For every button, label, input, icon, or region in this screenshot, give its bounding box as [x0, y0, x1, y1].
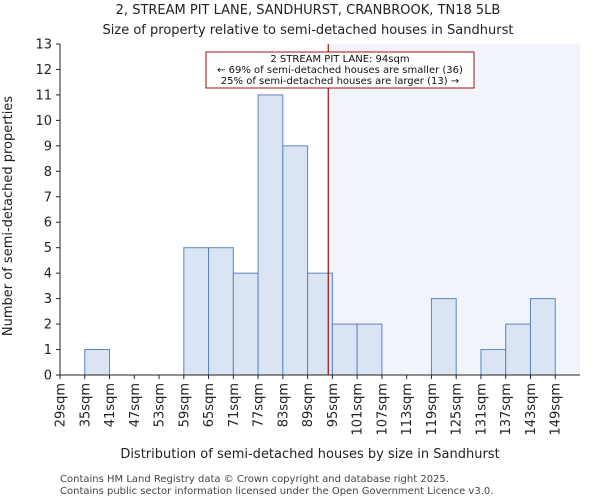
x-tick-label-107sqm: 107sqm	[375, 383, 390, 436]
bar-101sqm	[356, 323, 383, 376]
y-tick-label: 13	[35, 38, 52, 53]
y-tick-label: 7	[44, 190, 52, 205]
y-axis-label: Number of semi-detached properties	[1, 96, 16, 336]
x-tick-label-83sqm: 83sqm	[276, 383, 291, 427]
annotation-line-1: 2 STREAM PIT LANE: 94sqm	[270, 54, 409, 65]
x-tick-label-125sqm: 125sqm	[450, 383, 465, 436]
x-tick-label-41sqm: 41sqm	[103, 383, 118, 427]
x-tick-label-113sqm: 113sqm	[400, 383, 415, 436]
y-tick-label: 4	[44, 267, 52, 282]
x-tick-label-77sqm: 77sqm	[252, 383, 267, 427]
y-tick-label: 1	[44, 343, 52, 358]
x-tick-label-89sqm: 89sqm	[301, 383, 316, 427]
x-tick-label-101sqm: 101sqm	[351, 383, 366, 436]
x-tick-label-71sqm: 71sqm	[227, 383, 242, 427]
y-tick-label: 12	[35, 63, 52, 78]
x-ticks-group: 29sqm 35sqm 41sqm 47sqm 53sqm 59sqm 65sqm 71sqm…	[54, 375, 564, 436]
bar-77sqm	[257, 94, 284, 376]
y-tick-label: 8	[44, 165, 52, 180]
bar-83sqm	[282, 145, 309, 376]
bar-65sqm	[208, 247, 234, 376]
bar-35sqm	[84, 349, 111, 376]
bars-group	[84, 94, 556, 376]
x-tick-label-53sqm: 53sqm	[153, 383, 168, 427]
x-tick-label-143sqm: 143sqm	[524, 383, 539, 436]
y-tick-label: 9	[44, 139, 52, 154]
footer-line-1: Contains HM Land Registry data © Crown c…	[60, 474, 449, 485]
bar-137sqm	[505, 323, 531, 376]
x-tick-label-47sqm: 47sqm	[128, 383, 143, 427]
annotation-box: 2 STREAM PIT LANE: 94sqm ← 69% of semi-d…	[205, 51, 475, 89]
annotation-border	[205, 51, 475, 89]
x-tick-label-119sqm: 119sqm	[425, 383, 440, 436]
y-tick-label: 2	[44, 318, 52, 333]
bar-119sqm	[430, 298, 457, 376]
x-tick-label-59sqm: 59sqm	[177, 383, 192, 427]
bar-71sqm	[232, 272, 259, 376]
y-tick-label: 5	[44, 241, 52, 256]
x-tick-label-131sqm: 131sqm	[474, 383, 489, 436]
x-tick-label-149sqm: 149sqm	[549, 383, 564, 436]
x-tick-label-137sqm: 137sqm	[499, 383, 514, 436]
annotation-line-2: ← 69% of semi-detached houses are smalle…	[217, 65, 463, 76]
chart-title: 2, STREAM PIT LANE, SANDHURST, CRANBROOK…	[116, 3, 501, 18]
y-tick-label: 11	[35, 88, 52, 103]
y-tick-label: 0	[44, 369, 52, 384]
bar-95sqm	[331, 323, 358, 376]
bar-143sqm	[529, 298, 556, 376]
bar-131sqm	[480, 349, 507, 376]
annotation-line-3: 25% of semi-detached houses are larger (…	[221, 76, 459, 87]
x-tick-label-65sqm: 65sqm	[202, 383, 217, 427]
x-tick-label-35sqm: 35sqm	[78, 383, 93, 427]
x-tick-label-95sqm: 95sqm	[326, 383, 341, 427]
x-tick-label-29sqm: 29sqm	[54, 383, 69, 427]
bar-59sqm	[183, 247, 210, 376]
footer-line-2: Contains public sector information licen…	[60, 486, 493, 497]
y-tick-label: 10	[35, 114, 52, 129]
chart-subtitle: Size of property relative to semi-detach…	[103, 23, 514, 38]
y-tick-label: 6	[44, 216, 52, 231]
y-tick-label: 3	[44, 292, 52, 307]
x-axis-label: Distribution of semi-detached houses by …	[120, 447, 499, 462]
